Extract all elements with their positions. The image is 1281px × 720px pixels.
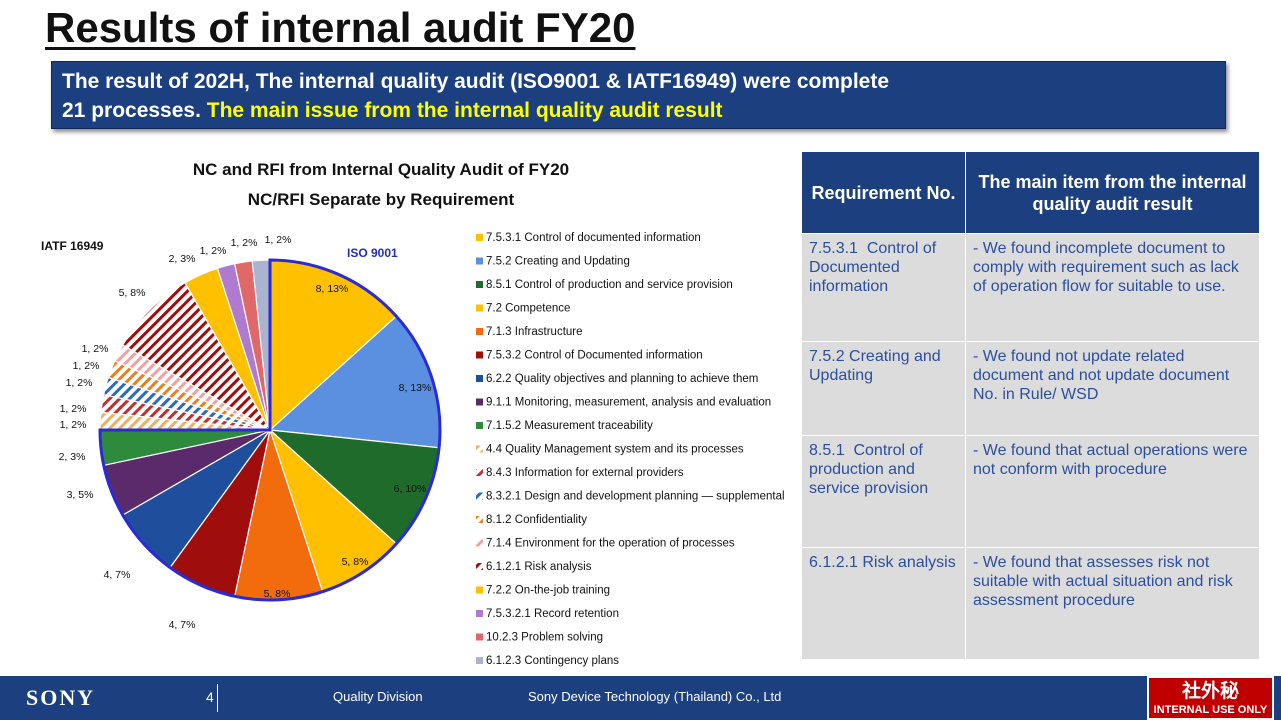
- banner-line-2-start: 21 processes.: [62, 99, 207, 122]
- banner-line-1: The result of 202H, The internal quality…: [62, 70, 890, 93]
- legend-swatch: [476, 281, 483, 288]
- legend-entry: 6.1.2.1 Risk analysis: [486, 561, 592, 573]
- legend-entry: 8.5.1 Control of production and service …: [486, 279, 733, 291]
- pie-data-label: 1, 2%: [66, 377, 93, 389]
- legend-entry: 7.1.5.2 Measurement traceability: [486, 420, 653, 432]
- legend-swatch: [476, 563, 483, 570]
- pie-data-label: 1, 2%: [200, 245, 227, 257]
- table-row: 8.5.1 Control of production and service …: [801, 435, 1260, 548]
- legend-swatch: [476, 422, 483, 429]
- legend-swatch: [476, 633, 483, 641]
- legend-entry: 7.2 Competence: [486, 303, 570, 315]
- row-result: - We found that actual operations were n…: [965, 435, 1260, 548]
- legend-entry: 7.1.3 Infrastructure: [486, 326, 583, 338]
- pie-data-labels: 8, 13% 8, 13% 6, 10% 5, 8% 5, 8% 4, 7% 4, 7% 3,…: [59, 234, 432, 631]
- iso-group-label: ISO 9001: [347, 246, 398, 260]
- pie-data-label: 5, 8%: [119, 287, 146, 299]
- legend-swatch: [476, 398, 483, 406]
- legend-entry: 7.1.4 Environment for the operation of p…: [486, 538, 735, 550]
- legend-entry: 6.2.2 Quality objectives and planning to…: [486, 373, 758, 385]
- header-main-item: The main item from the internal quality …: [965, 151, 1260, 234]
- slide-title: Results of internal audit FY20: [45, 4, 636, 51]
- row-requirement: 8.5.1 Control of production and service …: [801, 435, 966, 548]
- legend-swatch: [476, 375, 483, 382]
- legend-entry: 8.4.3 Information for external providers: [486, 467, 684, 479]
- audit-result-table: Requirement No. The main item from the i…: [801, 151, 1260, 660]
- confidential-en-label: INTERNAL USE ONLY: [1153, 704, 1268, 716]
- row-result: - We found incomplete document to comply…: [965, 233, 1260, 342]
- legend-swatch: [476, 234, 483, 241]
- legend-entry: 7.2.2 On-the-job training: [486, 585, 610, 597]
- legend-entry: 7.5.2 Creating and Updating: [486, 256, 630, 268]
- legend-swatch: [476, 492, 483, 500]
- table-row: 7.5.3.1 Control of Documented informatio…: [801, 233, 1260, 342]
- legend-swatch: [476, 351, 483, 359]
- pie-data-label: 1, 2%: [265, 234, 292, 246]
- pie-slices: [99, 259, 441, 601]
- chart-subtitle: NC/RFI Separate by Requirement: [248, 190, 515, 209]
- chart-title: NC and RFI from Internal Quality Audit o…: [193, 160, 569, 179]
- table-row: 6.1.2.1 Risk analysis - We found that as…: [801, 547, 1260, 660]
- legend-entry: 7.5.3.1 Control of documented informatio…: [486, 232, 701, 244]
- legend-swatch: [476, 445, 483, 453]
- legend-entry: 9.1.1 Monitoring, measurement, analysis …: [486, 397, 771, 409]
- page-separator: [217, 684, 218, 712]
- legend-swatch: [476, 657, 483, 664]
- pie-data-label: 2, 3%: [169, 253, 196, 265]
- summary-banner: The result of 202H, The internal quality…: [51, 61, 1226, 129]
- confidential-jp-label: 社外秘: [1181, 680, 1239, 702]
- row-requirement: 7.5.2 Creating and Updating: [801, 341, 966, 436]
- pie-data-label: 1, 2%: [60, 403, 87, 415]
- footer-bar: SONY 4 Quality Division Sony Device Tech…: [0, 676, 1281, 720]
- row-result: - We found that assesses risk not suitab…: [965, 547, 1260, 660]
- row-requirement: 6.1.2.1 Risk analysis: [801, 547, 966, 660]
- pie-data-label: 5, 8%: [342, 556, 369, 568]
- row-requirement: 7.5.3.1 Control of Documented informatio…: [801, 233, 966, 342]
- pie-data-label: 8, 13%: [316, 283, 349, 295]
- pie-data-label: 1, 2%: [73, 360, 100, 372]
- pie-data-label: 5, 8%: [264, 588, 291, 600]
- pie-data-label: 1, 2%: [82, 343, 109, 355]
- legend-entry: 7.5.3.2 Control of Documented informatio…: [486, 350, 703, 362]
- legend-entry: 6.1.2.3 Contingency plans: [486, 655, 619, 667]
- legend-entry: 4.4 Quality Management system and its pr…: [486, 444, 744, 456]
- confidential-badge: 社外秘 INTERNAL USE ONLY: [1147, 676, 1274, 720]
- row-result: - We found not update related document a…: [965, 341, 1260, 436]
- banner-line-2: 21 processes. The main issue from the in…: [62, 96, 1215, 125]
- page-number: 4: [206, 689, 214, 705]
- legend-swatch: [476, 539, 483, 547]
- legend-swatch: [476, 304, 483, 312]
- pie-data-label: 6, 10%: [394, 483, 427, 495]
- legend-swatch: [476, 586, 483, 594]
- table-row: 7.5.2 Creating and Updating - We found n…: [801, 341, 1260, 436]
- legend-swatch: [476, 516, 483, 523]
- legend-entry: 8.1.2 Confidentiality: [486, 514, 587, 526]
- pie-data-label: 1, 2%: [231, 237, 258, 249]
- legend-swatch: [476, 469, 483, 476]
- division-name: Quality Division: [333, 689, 423, 704]
- nc-rfi-pie-chart: NC and RFI from Internal Quality Audit o…: [41, 160, 785, 667]
- legend-swatch: [476, 328, 483, 335]
- banner-highlight: The main issue from the internal quality…: [206, 99, 723, 122]
- pie-data-label: 1, 2%: [60, 419, 87, 431]
- pie-data-label: 8, 13%: [399, 382, 432, 394]
- pie-slice: [121, 281, 272, 432]
- chart-legend: 7.5.3.1 Control of documented informatio…: [476, 232, 785, 667]
- iso-group-outline: [98, 258, 442, 602]
- company-name: Sony Device Technology (Thailand) Co., L…: [528, 689, 782, 704]
- pie-data-label: 4, 7%: [169, 619, 196, 631]
- iatf-group-label: IATF 16949: [41, 239, 104, 253]
- legend-entry: 7.5.3.2.1 Record retention: [486, 608, 619, 620]
- pie-data-label: 2, 3%: [59, 451, 86, 463]
- pie-data-label: 3, 5%: [67, 489, 94, 501]
- pie-data-label: 4, 7%: [104, 569, 131, 581]
- sony-logo: SONY: [26, 685, 96, 710]
- legend-entry: 10.2.3 Problem solving: [486, 632, 603, 644]
- legend-swatch: [476, 257, 483, 265]
- legend-entry: 8.3.2.1 Design and development planning …: [486, 491, 785, 503]
- table-header-row: Requirement No. The main item from the i…: [801, 151, 1260, 234]
- legend-swatch: [476, 610, 483, 617]
- header-requirement-no: Requirement No.: [801, 151, 966, 234]
